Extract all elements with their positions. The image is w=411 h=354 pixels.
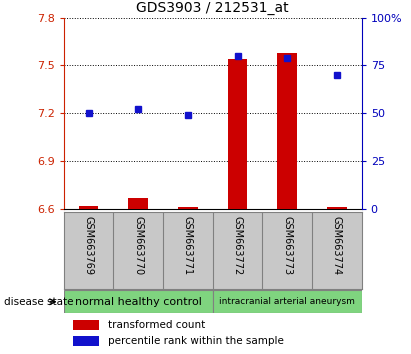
Title: GDS3903 / 212531_at: GDS3903 / 212531_at (136, 1, 289, 15)
Text: GSM663773: GSM663773 (282, 216, 292, 275)
Bar (73, 320, 99, 330)
Bar (213, 290, 362, 313)
Bar (73, 336, 99, 346)
Text: intracranial arterial aneurysm: intracranial arterial aneurysm (219, 297, 355, 306)
Text: disease state: disease state (4, 297, 74, 307)
Bar (64, 290, 213, 313)
Bar (178, 207, 198, 209)
Text: GSM663769: GSM663769 (83, 216, 94, 275)
Text: normal healthy control: normal healthy control (75, 297, 202, 307)
Bar (277, 53, 297, 209)
Text: GSM663771: GSM663771 (183, 216, 193, 275)
Text: percentile rank within the sample: percentile rank within the sample (109, 336, 284, 346)
Text: GSM663770: GSM663770 (133, 216, 143, 275)
Text: GSM663774: GSM663774 (332, 216, 342, 275)
Bar (79, 206, 99, 209)
Text: GSM663772: GSM663772 (233, 216, 242, 275)
Bar (327, 207, 347, 209)
Text: transformed count: transformed count (109, 320, 206, 330)
Bar (128, 198, 148, 209)
Bar (228, 59, 247, 209)
